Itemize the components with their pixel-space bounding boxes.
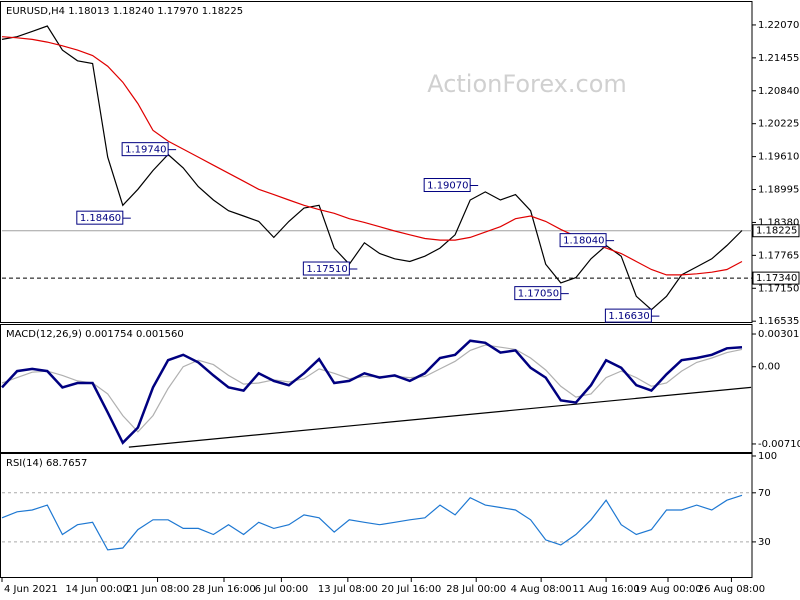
pane-title: MACD(12,26,9) 0.001754 0.001560 — [6, 329, 184, 340]
series-line — [1, 339, 743, 445]
series-line — [1, 36, 743, 276]
annotation-label: 1.18460 — [80, 213, 121, 224]
pane-frame — [0, 453, 753, 578]
y-tick-label: 1.22070 — [758, 20, 799, 31]
y-tick-label: 70 — [758, 488, 771, 499]
x-tick-label: 20 Jul 16:00 — [381, 584, 441, 595]
pane-frame — [0, 1, 753, 323]
annotation-box — [302, 261, 350, 276]
annotation-box — [76, 210, 124, 225]
y-tick-label: 0.003012 — [758, 329, 800, 340]
x-tick-label: 19 Aug 00:00 — [634, 584, 701, 595]
pane-title: EURUSD,H4 1.18013 1.18240 1.17970 1.1822… — [6, 6, 243, 17]
annotation-box — [423, 178, 471, 193]
y-tick-label: 1.16535 — [758, 316, 799, 327]
x-tick-label: 28 Jul 00:00 — [446, 584, 506, 595]
y-tick-label: 100 — [758, 451, 777, 462]
x-tick-label: 11 Aug 16:00 — [572, 584, 639, 595]
y-tick-label: 1.20840 — [758, 86, 799, 97]
y-tick-label: 1.20225 — [758, 119, 799, 130]
annotation-box — [559, 233, 607, 248]
watermark: ActionForex.com — [427, 70, 627, 98]
series-line — [1, 25, 743, 311]
y-tick-label: 1.18995 — [758, 185, 799, 196]
x-tick-label: 4 Jun 2021 — [4, 584, 58, 595]
annotation-box — [514, 286, 562, 301]
y-tick-label: 0.00 — [758, 362, 780, 373]
annotation-label: 1.16630 — [608, 311, 649, 322]
annotation-label: 1.18040 — [563, 236, 604, 247]
x-tick-label: 21 Jun 08:00 — [126, 584, 190, 595]
annotation-label: 1.17510 — [306, 264, 347, 275]
x-tick-label: 14 Jun 00:00 — [65, 584, 129, 595]
trendline — [128, 386, 752, 448]
y-tick-label: 1.17765 — [758, 250, 799, 261]
annotation-label: 1.17050 — [518, 289, 559, 300]
series-line — [1, 494, 743, 551]
price-tag — [752, 224, 800, 238]
annotation-box — [604, 308, 652, 323]
x-tick-label: 26 Aug 08:00 — [698, 584, 765, 595]
y-tick-label: 1.21455 — [758, 53, 799, 64]
price-tag-label: 1.17340 — [756, 273, 797, 284]
price-tag — [752, 271, 800, 285]
y-tick-label: 1.19610 — [758, 152, 799, 163]
pane-frame — [0, 324, 753, 453]
x-tick-label: 4 Aug 08:00 — [511, 584, 572, 595]
y-tick-label: 1.17150 — [758, 283, 799, 294]
annotation-label: 1.19070 — [427, 181, 468, 192]
annotation-box — [121, 142, 169, 157]
x-tick-label: 28 Jun 16:00 — [192, 584, 256, 595]
y-tick-label: -0.007109 — [758, 439, 800, 450]
x-tick-label: 13 Jul 08:00 — [318, 584, 378, 595]
pane-title: RSI(14) 68.7657 — [6, 458, 87, 469]
annotation-label: 1.19740 — [125, 145, 166, 156]
y-tick-label: 30 — [758, 537, 771, 548]
price-tag-label: 1.18225 — [756, 226, 797, 237]
y-tick-label: 1.18380 — [758, 217, 799, 228]
x-tick-label: 6 Jul 00:00 — [255, 584, 309, 595]
